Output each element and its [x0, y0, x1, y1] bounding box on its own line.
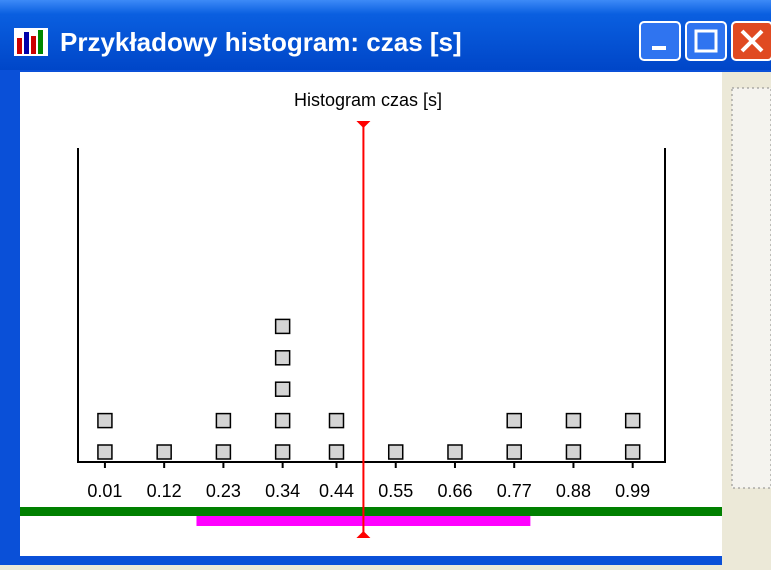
dot-stack: [506, 412, 522, 460]
dot: [328, 444, 345, 460]
dot: [506, 412, 522, 429]
dot: [97, 444, 113, 460]
x-tick-label: 0.66: [437, 481, 472, 501]
x-tick-label: 0.77: [497, 481, 532, 501]
axes: [77, 148, 666, 463]
x-tick-label: 0.88: [556, 481, 591, 501]
dot: [274, 444, 291, 460]
dot: [215, 412, 232, 429]
maximize-button[interactable]: [685, 21, 727, 61]
dot: [624, 444, 641, 460]
dot: [274, 381, 291, 397]
ruler: [731, 87, 771, 489]
dot-stack: [624, 412, 641, 460]
minimize-button[interactable]: [639, 21, 681, 61]
dot: [274, 318, 291, 335]
dot: [565, 444, 582, 460]
dot-stack: [274, 318, 291, 460]
dot: [565, 412, 582, 429]
marker-bottom: [356, 531, 371, 538]
dot-stack: [387, 444, 404, 460]
dot: [328, 412, 345, 429]
dot: [624, 412, 641, 429]
dot-stack: [328, 412, 345, 460]
x-tick-label: 0.34: [265, 481, 300, 501]
x-tick-label: 0.99: [615, 481, 650, 501]
dot-stack: [97, 412, 113, 460]
dot: [215, 444, 232, 460]
x-tick-label: 0.44: [319, 481, 354, 501]
dot: [274, 412, 291, 429]
dot-stack: [565, 412, 582, 460]
dot: [387, 444, 404, 460]
dot: [156, 444, 172, 460]
dot: [97, 412, 113, 429]
dot-stack: [447, 444, 463, 460]
dot: [506, 444, 522, 460]
marker-top: [356, 121, 371, 128]
baseline-bar: [20, 507, 722, 516]
dot-stack: [215, 412, 232, 460]
dot: [447, 444, 463, 460]
chart-title: Histogram czas [s]: [294, 90, 442, 110]
x-tick-label: 0.12: [147, 481, 182, 501]
plot-area: [20, 72, 722, 556]
x-tick-label: 0.23: [206, 481, 241, 501]
x-tick-label: 0.55: [378, 481, 413, 501]
x-tick-label: 0.01: [87, 481, 122, 501]
app-icon: [14, 28, 48, 56]
dot: [274, 350, 291, 366]
dot-stack: [156, 444, 172, 460]
window-title: Przykładowy histogram: czas [s]: [60, 27, 462, 57]
